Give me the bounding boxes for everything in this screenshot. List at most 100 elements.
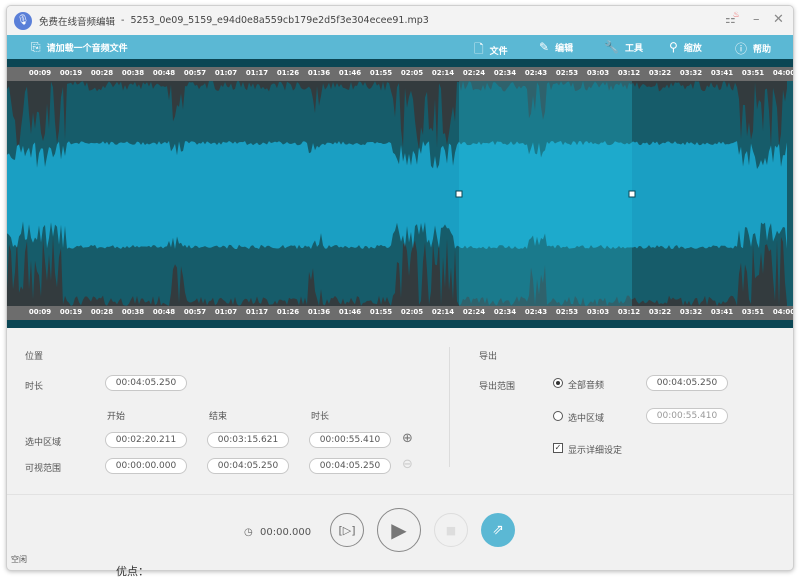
timeline-tick: 01:55 xyxy=(369,308,393,316)
playback-time: 00:00.000 xyxy=(260,527,312,538)
play-selection-button[interactable]: [▷] xyxy=(330,513,364,547)
timeline-tick: 01:36 xyxy=(307,308,331,316)
scroll-strip-top[interactable] xyxy=(7,59,793,67)
menu-tools-label: 工具 xyxy=(624,43,643,54)
position-heading: 位置 xyxy=(25,352,44,362)
menu-file[interactable]: 🗋 文件 xyxy=(474,40,508,61)
waveform-upper xyxy=(7,141,787,194)
timeline-tick: 00:28 xyxy=(90,308,114,316)
export-all-radio[interactable] xyxy=(553,378,563,388)
timeline-tick: 01:55 xyxy=(369,69,393,77)
timeline-tick: 00:57 xyxy=(183,308,207,316)
app-logo-icon: 🎙 xyxy=(14,11,32,30)
status-text: 空闲 xyxy=(11,555,27,564)
menu-edit-label: 编辑 xyxy=(555,43,574,54)
timeline-tick: 01:17 xyxy=(245,69,269,77)
col-start: 开始 xyxy=(107,412,126,422)
export-selection-radio[interactable] xyxy=(553,411,563,421)
settings-panel: 位置 时长 00:04:05.250 开始 结束 时长 选中区域 00:02:2… xyxy=(7,329,793,570)
menu-file-label: 文件 xyxy=(489,47,508,57)
timeline-tick: 01:36 xyxy=(307,69,331,77)
timeline-tick: 00:48 xyxy=(152,69,176,77)
timeline-tick: 02:53 xyxy=(555,69,579,77)
timeline-tick: 04:00 xyxy=(772,69,794,77)
waveform-lower xyxy=(7,194,787,249)
timeline-tick: 00:19 xyxy=(59,69,83,77)
export-heading: 导出 xyxy=(479,352,498,362)
details-checkbox[interactable]: ✓ xyxy=(553,443,563,453)
menu-help-label: 帮助 xyxy=(753,45,772,55)
visible-label: 可视范围 xyxy=(25,464,62,474)
search-icon: ⚲ xyxy=(669,40,678,54)
menu-tools[interactable]: 🔧 工具 xyxy=(604,40,643,54)
app-window: 🎙 免费在线音频编辑 - 5253_0e09_5159_e94d0e8a559c… xyxy=(6,5,794,571)
timeline-tick: 00:57 xyxy=(183,69,207,77)
export-range-label: 导出范围 xyxy=(479,382,516,392)
timeline-tick: 02:24 xyxy=(462,69,486,77)
selection-end-handle xyxy=(628,190,636,198)
title-bar: 🎙 免费在线音频编辑 - 5253_0e09_5159_e94d0e8a559c… xyxy=(7,6,793,35)
menu-edit[interactable]: ✎ 编辑 xyxy=(539,40,573,54)
file-icon: 🗋 xyxy=(474,42,484,56)
zoom-in-icon[interactable]: ⊕ xyxy=(402,431,413,446)
timeline-tick: 02:34 xyxy=(493,308,517,316)
timeline-tick: 03:51 xyxy=(741,308,765,316)
col-end: 结束 xyxy=(209,412,228,422)
timeline-tick: 01:17 xyxy=(245,308,269,316)
export-all-label: 全部音频 xyxy=(568,381,605,391)
timeline-tick: 03:03 xyxy=(586,308,610,316)
stop-button[interactable]: ■ xyxy=(434,513,468,547)
export-selection-label: 选中区域 xyxy=(568,414,605,424)
selection-duration-field[interactable]: 00:00:55.410 xyxy=(309,432,391,448)
timeline-tick: 03:32 xyxy=(679,69,703,77)
timeline-tick: 02:53 xyxy=(555,308,579,316)
zoom-out-icon[interactable]: ⊖ xyxy=(402,457,413,472)
export-selection-field[interactable]: 00:00:55.410 xyxy=(646,408,728,424)
minimize-button[interactable]: – xyxy=(753,12,760,27)
timeline-tick: 02:05 xyxy=(400,69,424,77)
timeline-tick: 03:22 xyxy=(648,69,672,77)
panel-separator xyxy=(7,494,793,495)
timeline-tick: 02:34 xyxy=(493,69,517,77)
waveform[interactable] xyxy=(7,81,794,306)
visible-start-field[interactable]: 00:00:00.000 xyxy=(105,458,187,474)
export-button[interactable]: ⇗ xyxy=(481,513,515,547)
timeline-tick: 03:41 xyxy=(710,308,734,316)
timeline-tick: 02:24 xyxy=(462,308,486,316)
export-icon: ⇗ xyxy=(492,522,504,538)
menu-zoom[interactable]: ⚲ 缩放 xyxy=(669,40,702,54)
selection-label: 选中区域 xyxy=(25,438,62,448)
load-file-button[interactable]: ⎘ 请加载一个音频文件 xyxy=(31,40,128,55)
duration-field[interactable]: 00:04:05.250 xyxy=(105,375,187,391)
visible-end-field[interactable]: 00:04:05.250 xyxy=(207,458,289,474)
menu-help[interactable]: ⓘ 帮助 xyxy=(735,40,771,57)
app-name: 免费在线音频编辑 xyxy=(39,16,116,28)
timeline-tick: 01:26 xyxy=(276,308,300,316)
timeline-ruler-bottom: 00:09 00:19 00:28 00:38 00:48 00:57 01:07 01:17… xyxy=(7,306,793,320)
timeline-tick: 01:07 xyxy=(214,308,238,316)
play-button[interactable]: ▶ xyxy=(377,508,421,552)
load-icon: ⎘ xyxy=(31,40,41,54)
selection-end-field[interactable]: 00:03:15.621 xyxy=(207,432,289,448)
timeline-tick: 04:00 xyxy=(772,308,794,316)
selection-start-field[interactable]: 00:02:20.211 xyxy=(105,432,187,448)
col-duration: 时长 xyxy=(311,412,330,422)
play-icon: ▶ xyxy=(391,518,407,542)
selection-start-handle xyxy=(455,190,463,198)
panel-divider xyxy=(449,347,450,467)
export-all-field[interactable]: 00:04:05.250 xyxy=(646,375,728,391)
timeline-tick: 03:12 xyxy=(617,308,641,316)
below-text: 优点： xyxy=(116,565,149,578)
timeline-tick: 00:48 xyxy=(152,308,176,316)
visible-duration-field[interactable]: 00:04:05.250 xyxy=(309,458,391,474)
timeline-tick: 01:26 xyxy=(276,69,300,77)
timeline-tick: 00:38 xyxy=(121,308,145,316)
timeline-tick: 03:03 xyxy=(586,69,610,77)
timeline-tick: 02:43 xyxy=(524,308,548,316)
duration-label: 时长 xyxy=(25,382,44,392)
apps-icon[interactable]: ⚏♨ xyxy=(725,10,740,26)
scroll-strip-bottom[interactable] xyxy=(7,320,793,328)
timeline-tick: 02:43 xyxy=(524,69,548,77)
help-icon: ⓘ xyxy=(735,42,748,56)
close-button[interactable]: ✕ xyxy=(773,12,784,27)
